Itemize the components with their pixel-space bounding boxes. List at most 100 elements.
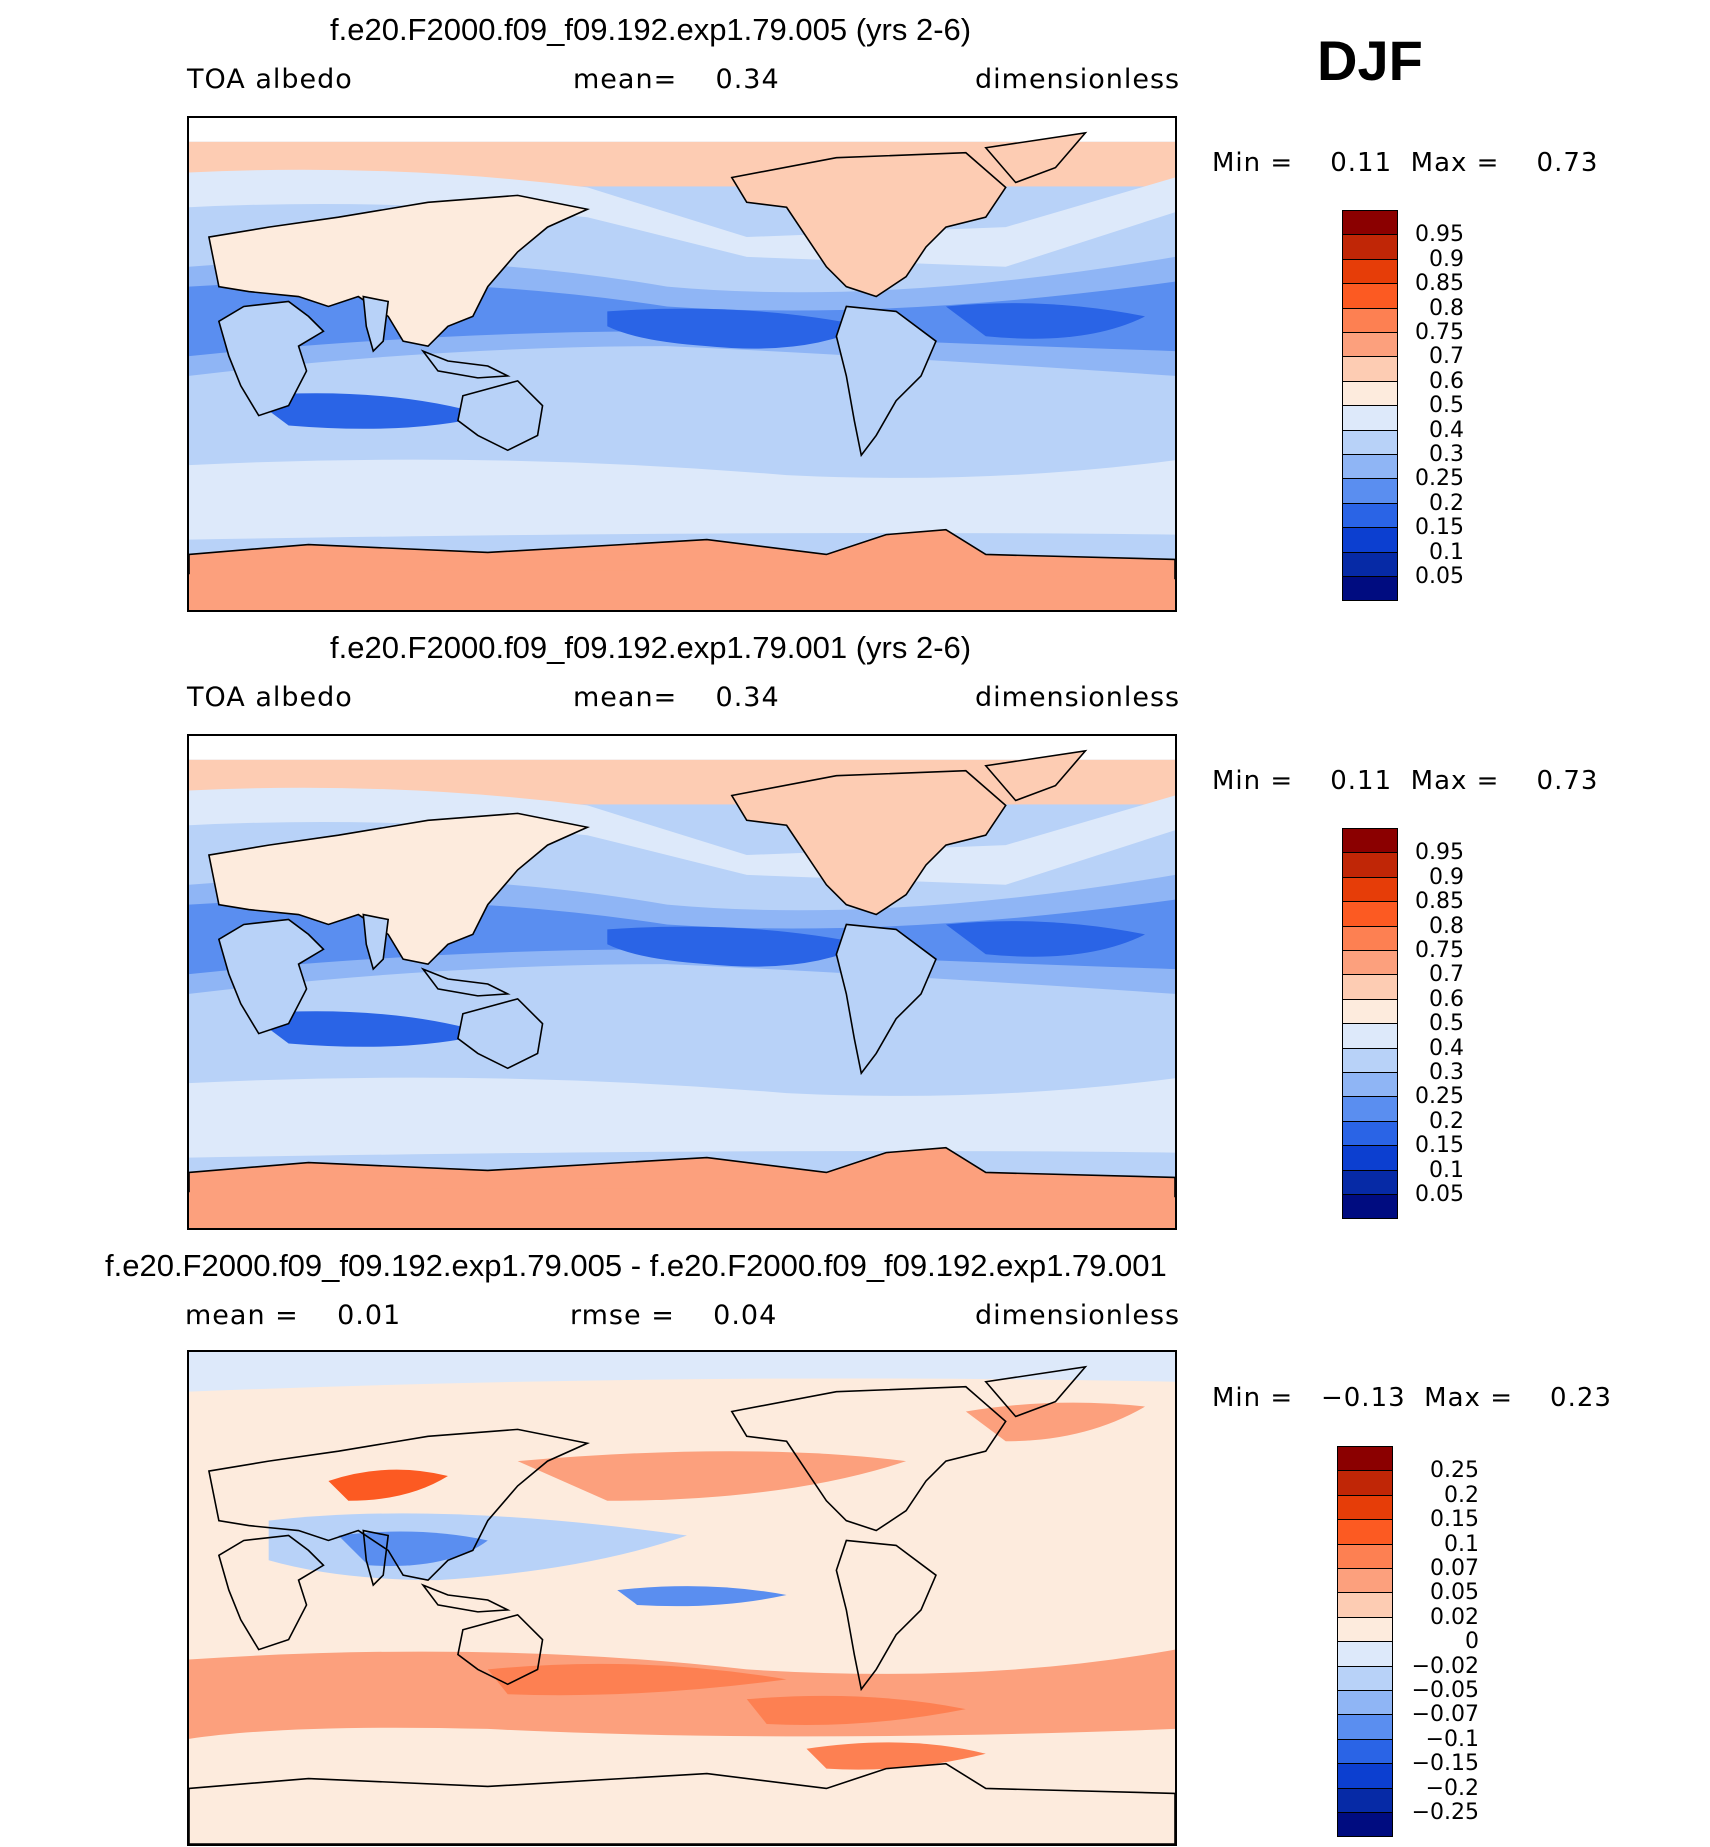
colorbar-swatch xyxy=(1337,1519,1393,1545)
panel-3-minmax: Min = −0.13 Max = 0.23 xyxy=(1212,1383,1612,1413)
colorbar-tick-label: 0.6 xyxy=(1429,986,1464,1012)
colorbar-tick-label: 0.4 xyxy=(1429,417,1464,443)
colorbar-tick-label: 0.2 xyxy=(1429,490,1464,516)
colorbar-tick-label: −0.15 xyxy=(1411,1751,1479,1777)
panel-3-rmse-label: rmse = 0.04 xyxy=(570,1300,778,1331)
colorbar-swatch xyxy=(1342,405,1398,431)
panel-1-variable-label: TOA albedo xyxy=(187,64,353,95)
colorbar-swatch xyxy=(1337,1690,1393,1716)
colorbar-tick-label: 0.5 xyxy=(1429,393,1464,419)
colorbar-swatch xyxy=(1342,478,1398,504)
colorbar-tick-label: 0.95 xyxy=(1415,840,1464,866)
colorbar-tick-label: 0.1 xyxy=(1429,539,1464,565)
colorbar-tick-label: −0.1 xyxy=(1425,1726,1479,1752)
colorbar-swatch xyxy=(1342,1072,1398,1098)
colorbar-tick-label: −0.05 xyxy=(1411,1678,1479,1703)
colorbar-tick-label: 0.85 xyxy=(1415,889,1464,915)
colorbar-swatch xyxy=(1342,1145,1398,1171)
colorbar-tick-label: 0.2 xyxy=(1444,1482,1479,1508)
colorbar-swatch xyxy=(1342,1023,1398,1049)
colorbar-swatch xyxy=(1337,1494,1393,1521)
panel-1-minmax: Min = 0.11 Max = 0.73 xyxy=(1212,148,1599,178)
colorbar-tick-label: 0.8 xyxy=(1429,295,1464,321)
colorbar-tick-label: 0.6 xyxy=(1429,368,1464,394)
panel-1-map xyxy=(187,116,1177,612)
colorbar-tick-label: 0.25 xyxy=(1415,466,1464,492)
colorbar-swatch xyxy=(1342,998,1398,1025)
colorbar-swatch xyxy=(1342,332,1398,358)
colorbar-swatch xyxy=(1342,307,1398,333)
colorbar-tick-label: 0.7 xyxy=(1429,344,1464,370)
colorbar-swatch xyxy=(1337,1543,1393,1569)
colorbar-swatch xyxy=(1337,1616,1393,1643)
colorbar-swatch xyxy=(1342,454,1398,480)
colorbar-tick-label: 0.9 xyxy=(1429,864,1464,890)
colorbar-tick-label: 0.15 xyxy=(1430,1507,1479,1533)
colorbar-swatch xyxy=(1342,950,1398,976)
colorbar-tick-label: 0.85 xyxy=(1415,271,1464,297)
season-label: DJF xyxy=(1317,29,1423,92)
colorbar-tick-label: 0.25 xyxy=(1430,1458,1479,1484)
panel-2-map xyxy=(187,734,1177,1230)
colorbar-swatch xyxy=(1342,852,1398,878)
colorbar-swatch xyxy=(1342,828,1398,854)
colorbar-swatch xyxy=(1342,925,1398,951)
colorbar-tick-label: 0.02 xyxy=(1430,1604,1479,1630)
colorbar-swatch xyxy=(1337,1446,1393,1472)
colorbar-swatch xyxy=(1342,234,1398,260)
panel-3-map xyxy=(187,1350,1177,1846)
colorbar-tick-label: 0.1 xyxy=(1444,1531,1479,1557)
colorbar-tick-label: 0.8 xyxy=(1429,913,1464,939)
colorbar-swatch xyxy=(1342,380,1398,407)
colorbar-swatch xyxy=(1342,258,1398,285)
colorbar-swatch xyxy=(1342,1120,1398,1147)
colorbar-tick-label: 0.25 xyxy=(1415,1084,1464,1110)
colorbar-swatch xyxy=(1337,1568,1393,1594)
colorbar-swatch xyxy=(1337,1641,1393,1667)
colorbar-swatch xyxy=(1342,1096,1398,1122)
colorbar-tick-label: 0.9 xyxy=(1429,246,1464,272)
colorbar-swatch xyxy=(1342,429,1398,455)
panel-2-minmax: Min = 0.11 Max = 0.73 xyxy=(1212,766,1599,796)
colorbar-tick-label: 0.75 xyxy=(1415,938,1464,963)
colorbar-swatch xyxy=(1337,1665,1393,1691)
colorbar-tick-label: 0.2 xyxy=(1429,1108,1464,1134)
colorbar-tick-label: 0.05 xyxy=(1415,564,1464,589)
colorbar-tick-label: 0.1 xyxy=(1429,1157,1464,1183)
panel-2-units-label: dimensionless xyxy=(975,682,1181,713)
panel-1-map-field xyxy=(189,118,1175,610)
panel-2-mean-label: mean= 0.34 xyxy=(573,682,780,713)
colorbar-swatch xyxy=(1337,1787,1393,1813)
colorbar-tick-label: −0.07 xyxy=(1411,1702,1479,1728)
panel-3-map-field xyxy=(189,1352,1175,1844)
panel-1-mean-label: mean= 0.34 xyxy=(573,64,780,95)
panel-1-units-label: dimensionless xyxy=(975,64,1181,95)
colorbar-tick-label: −0.02 xyxy=(1411,1653,1479,1679)
panel-2-variable-label: TOA albedo xyxy=(187,682,353,713)
colorbar-swatch xyxy=(1342,876,1398,903)
colorbar-swatch xyxy=(1342,527,1398,553)
panel-3-units-label: dimensionless xyxy=(975,1300,1181,1331)
colorbar-tick-label: 0.07 xyxy=(1430,1556,1479,1581)
colorbar-tick-label: 0.15 xyxy=(1415,515,1464,541)
colorbar-tick-label: 0.05 xyxy=(1415,1182,1464,1207)
panel-3-title: f.e20.F2000.f09_f09.192.exp1.79.005 - f.… xyxy=(105,1248,1167,1283)
colorbar-swatch xyxy=(1342,551,1398,577)
colorbar-tick-label: 0.75 xyxy=(1415,320,1464,345)
colorbar-swatch xyxy=(1342,901,1398,927)
colorbar-tick-label: 0.05 xyxy=(1430,1580,1479,1606)
colorbar-swatch xyxy=(1337,1763,1393,1789)
colorbar-swatch xyxy=(1342,283,1398,309)
panel-1-title: f.e20.F2000.f09_f09.192.exp1.79.005 (yrs… xyxy=(330,12,972,47)
colorbar-swatch xyxy=(1342,1169,1398,1195)
colorbar-tick-label: −0.25 xyxy=(1411,1800,1479,1825)
panel-3-mean-label: mean = 0.01 xyxy=(185,1300,402,1331)
colorbar-swatch xyxy=(1337,1592,1393,1618)
colorbar-swatch xyxy=(1337,1714,1393,1740)
colorbar-swatch xyxy=(1342,502,1398,529)
colorbar-tick-label: 0.5 xyxy=(1429,1011,1464,1037)
colorbar-tick-label: 0.3 xyxy=(1429,442,1464,467)
colorbar-swatch xyxy=(1337,1812,1393,1838)
colorbar-tick-label: −0.2 xyxy=(1425,1775,1479,1801)
colorbar-swatch xyxy=(1342,576,1398,602)
